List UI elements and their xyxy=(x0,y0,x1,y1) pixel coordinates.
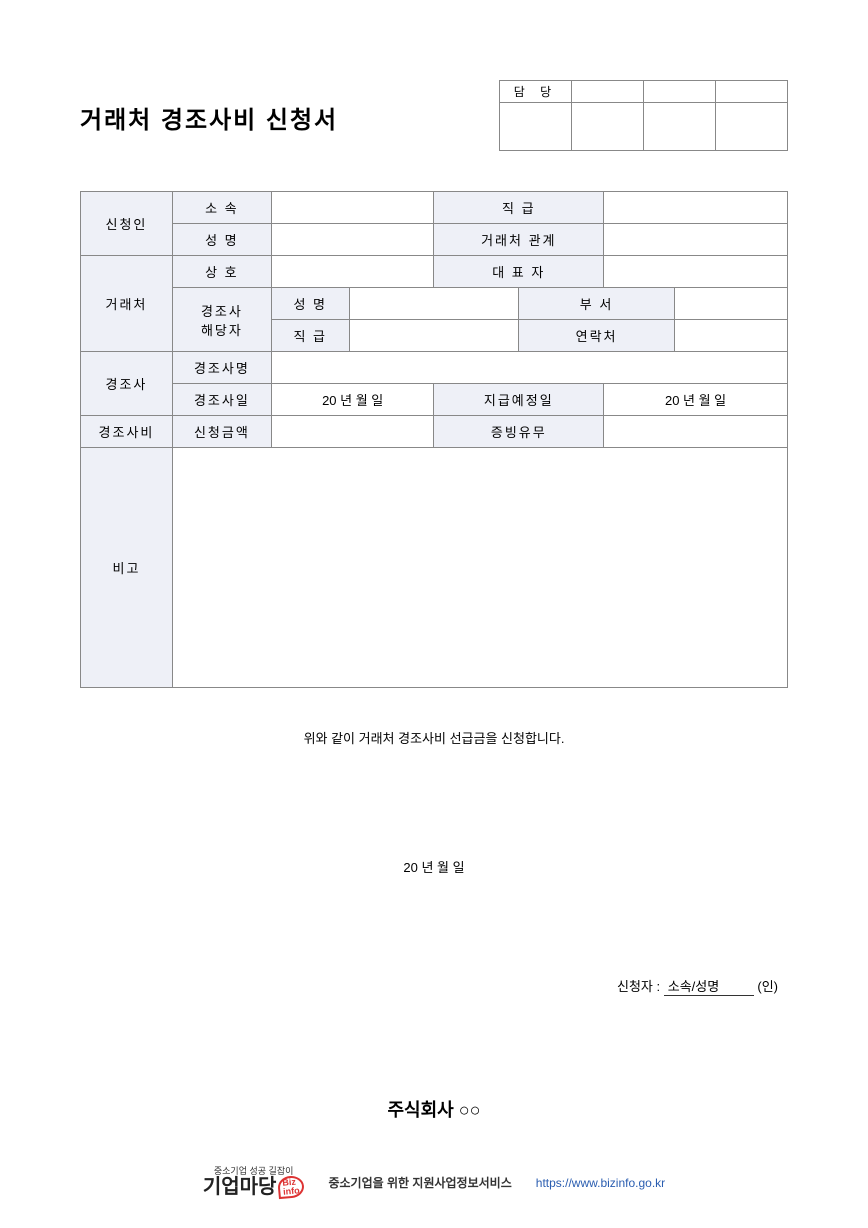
footer-description: 중소기업을 위한 지원사업정보서비스 xyxy=(328,1174,511,1191)
label-company-name: 상 호 xyxy=(172,256,271,288)
approval-head-2 xyxy=(572,81,644,103)
label-ep-name: 성 명 xyxy=(271,288,349,320)
label-event-name: 경조사명 xyxy=(172,352,271,384)
label-ep-rank: 직 급 xyxy=(271,320,349,352)
company-name: 주식회사 ○○ xyxy=(80,1096,788,1122)
label-partner: 거래처 xyxy=(81,256,173,352)
field-company-name[interactable] xyxy=(271,256,434,288)
approval-head-4 xyxy=(716,81,788,103)
label-ep-dept: 부 서 xyxy=(519,288,675,320)
approval-cell-4 xyxy=(716,103,788,151)
field-pay-date[interactable]: 20 년 월 일 xyxy=(604,384,788,416)
approval-table: 담 당 xyxy=(499,80,788,151)
label-name: 성 명 xyxy=(172,224,271,256)
label-event-person: 경조사 해당자 xyxy=(172,288,271,352)
footer-logo: 중소기업 성공 길잡이 기업마당 Biz info xyxy=(203,1167,305,1198)
label-rank: 직 급 xyxy=(434,192,604,224)
page-footer: 중소기업 성공 길잡이 기업마당 Biz info 중소기업을 위한 지원사업정… xyxy=(0,1167,868,1198)
logo-tagline: 중소기업 성공 길잡이 xyxy=(214,1167,294,1176)
field-rep[interactable] xyxy=(604,256,788,288)
label-affiliation: 소 속 xyxy=(172,192,271,224)
field-rank[interactable] xyxy=(604,192,788,224)
signer-value[interactable]: 소속/성명 xyxy=(664,976,754,996)
field-name[interactable] xyxy=(271,224,434,256)
approval-cell-3 xyxy=(644,103,716,151)
label-ep-contact: 연락처 xyxy=(519,320,675,352)
logo-text: 기업마당 xyxy=(203,1177,277,1197)
field-event-date[interactable]: 20 년 월 일 xyxy=(271,384,434,416)
field-evidence[interactable] xyxy=(604,416,788,448)
field-ep-contact[interactable] xyxy=(674,320,787,352)
signer-label: 신청자 : xyxy=(617,979,660,994)
field-ep-name[interactable] xyxy=(349,288,519,320)
approval-cell-1 xyxy=(500,103,572,151)
label-relation: 거래처 관계 xyxy=(434,224,604,256)
document-title: 거래처 경조사비 신청서 xyxy=(80,100,338,135)
label-evidence: 증빙유무 xyxy=(434,416,604,448)
logo-bubble-icon: Biz info xyxy=(278,1175,306,1199)
label-expense: 경조사비 xyxy=(81,416,173,448)
field-amount[interactable] xyxy=(271,416,434,448)
field-affiliation[interactable] xyxy=(271,192,434,224)
label-remark: 비고 xyxy=(81,448,173,688)
application-form-table: 신청인 소 속 직 급 성 명 거래처 관계 거래처 상 호 대 표 자 경조사… xyxy=(80,191,788,688)
signer-seal: (인) xyxy=(757,979,778,994)
signer-line: 신청자 : 소속/성명 (인) xyxy=(80,976,788,996)
approval-head-3 xyxy=(644,81,716,103)
field-remark[interactable] xyxy=(172,448,787,688)
label-pay-date: 지급예정일 xyxy=(434,384,604,416)
label-amount: 신청금액 xyxy=(172,416,271,448)
field-event-name[interactable] xyxy=(271,352,787,384)
label-applicant: 신청인 xyxy=(81,192,173,256)
field-ep-dept[interactable] xyxy=(674,288,787,320)
field-relation[interactable] xyxy=(604,224,788,256)
request-statement: 위와 같이 거래처 경조사비 선급금을 신청합니다. xyxy=(80,728,788,747)
label-event: 경조사 xyxy=(81,352,173,416)
document-date: 20 년 월 일 xyxy=(80,857,788,876)
footer-url[interactable]: https://www.bizinfo.go.kr xyxy=(536,1176,665,1190)
approval-head-1: 담 당 xyxy=(500,81,572,103)
field-ep-rank[interactable] xyxy=(349,320,519,352)
label-rep: 대 표 자 xyxy=(434,256,604,288)
approval-cell-2 xyxy=(572,103,644,151)
label-event-date: 경조사일 xyxy=(172,384,271,416)
